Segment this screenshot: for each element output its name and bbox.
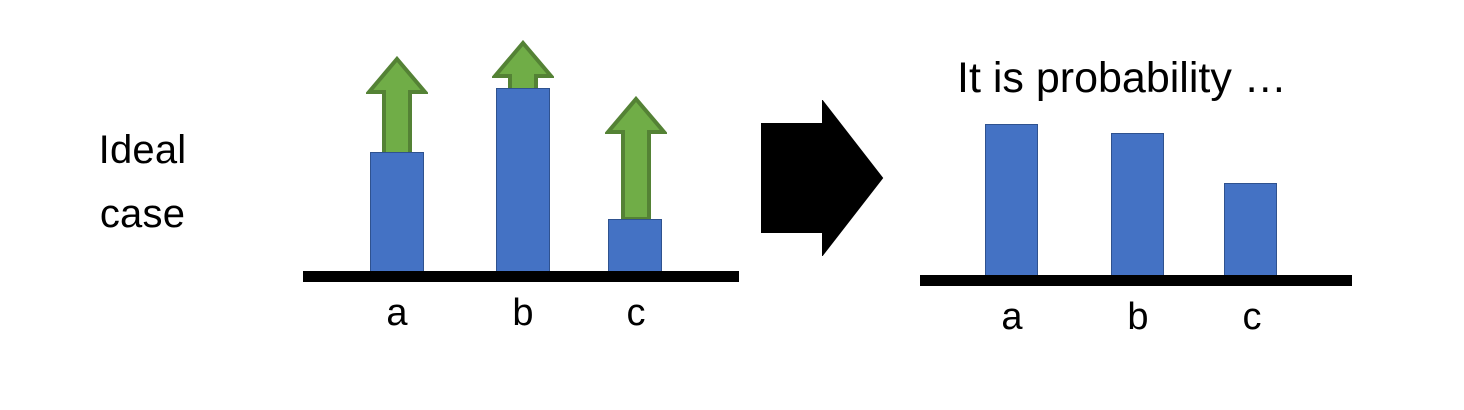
ideal-case-chart: a b c: [0, 0, 760, 340]
up-arrow-c: [603, 95, 669, 222]
tick-label-b: b: [1127, 296, 1149, 338]
tick-label-a: a: [386, 292, 408, 334]
bar-b: [1111, 133, 1164, 276]
bar-a: [370, 152, 424, 273]
up-arrow-icon: [364, 55, 430, 159]
transition-arrow: [760, 99, 884, 257]
tick-label-c: c: [626, 292, 646, 334]
bar-b: [496, 88, 550, 273]
left-caption-line-1: Ideal: [98, 128, 187, 172]
bar-a: [985, 124, 1038, 276]
up-arrow-icon: [603, 95, 669, 221]
x-axis-line: [920, 275, 1352, 286]
tick-label-a: a: [1001, 296, 1023, 338]
up-arrow-a: [364, 55, 430, 160]
bar-c: [1224, 183, 1277, 276]
left-caption-line-2: case: [99, 192, 186, 236]
chart-title: It is probability …: [957, 54, 1287, 102]
tick-label-b: b: [512, 292, 534, 334]
left-caption: Ideal case: [55, 118, 230, 246]
probability-chart: It is probability … a b c: [900, 0, 1464, 340]
x-axis-line: [303, 271, 739, 282]
bar-c: [608, 219, 662, 273]
right-block-arrow-icon: [761, 99, 884, 257]
tick-label-c: c: [1242, 296, 1262, 338]
